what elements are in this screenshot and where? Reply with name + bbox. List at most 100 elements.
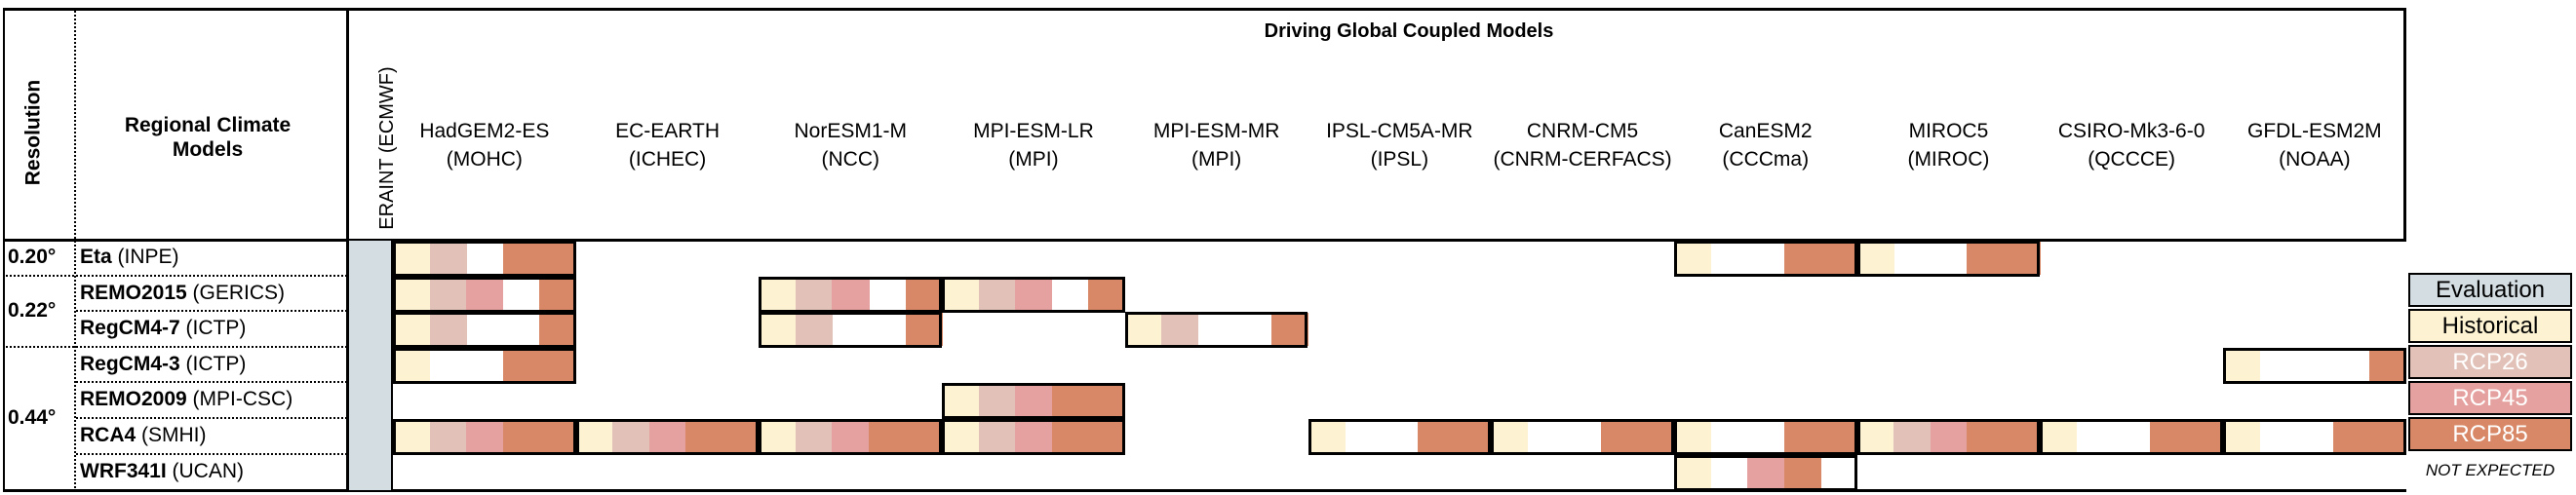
rcm-row-separator <box>76 310 347 313</box>
rcm-label: RegCM4-7 (ICTP) <box>80 318 246 338</box>
rcm-column-separator <box>346 8 349 492</box>
scenario-cell <box>942 277 980 311</box>
scenario-cell <box>1161 313 1199 347</box>
scenario-cell <box>759 277 797 311</box>
rcm-label: Eta (INPE) <box>80 247 179 267</box>
scenario-cell <box>1270 313 1309 347</box>
scenario-cell <box>1051 384 1089 418</box>
rcm-name: Eta <box>80 246 112 268</box>
legend-item: NOT EXPECTED <box>2408 453 2572 487</box>
gcm-name: NorESM1-M <box>794 120 908 142</box>
legend-item: RCP26 <box>2408 345 2572 379</box>
scenario-cell <box>795 313 834 347</box>
resolution-separator <box>3 274 74 277</box>
scenario-cell <box>832 277 870 311</box>
eraint-header: ERAINT (ECMWF) <box>376 66 398 230</box>
rcm-row-separator <box>76 345 347 348</box>
scenario-cell <box>612 420 650 453</box>
rcm-row-separator <box>76 452 347 455</box>
scenario-cell <box>2369 348 2407 382</box>
evaluation-cell <box>349 312 391 348</box>
resolution-column-separator <box>74 8 76 492</box>
gcm-institution: (MPI) <box>1190 148 1242 171</box>
rcm-name: REMO2009 <box>80 388 187 411</box>
legend-label: RCP45 <box>2452 384 2528 411</box>
eraint-right-border <box>391 239 393 492</box>
evaluation-cell <box>349 276 391 313</box>
rcm-name: REMO2015 <box>80 281 187 304</box>
scenario-cell <box>1088 420 1126 453</box>
scenario-cell <box>978 277 1016 311</box>
evaluation-cell <box>349 241 391 277</box>
scenario-cell <box>1856 242 1894 275</box>
scenario-cell <box>429 242 467 275</box>
rcm-institution: (GERICS) <box>186 281 286 304</box>
scenario-cell <box>1820 242 1858 275</box>
scenario-cell <box>832 420 870 453</box>
gcm-institution: (MOHC) <box>446 148 523 171</box>
rcm-label: RCA4 (SMHI) <box>80 425 207 445</box>
scenario-cell <box>466 420 504 453</box>
scenario-cell <box>1893 420 1932 453</box>
scenario-cell <box>759 313 797 347</box>
legend-item: RCP45 <box>2408 381 2572 415</box>
scenario-cell <box>2003 420 2041 453</box>
scenario-cell <box>539 277 577 311</box>
scenario-cell <box>2332 420 2370 453</box>
scenario-cell <box>539 420 577 453</box>
gcm-name: EC-EARTH <box>615 120 721 142</box>
resolution-header: Resolution <box>21 79 45 186</box>
outer-top-border <box>3 8 2406 11</box>
gcm-name: GFDL-ESM2M <box>2247 120 2382 142</box>
scenario-cell <box>1454 420 1492 453</box>
gcm-institution: (QCCCE) <box>2088 148 2176 171</box>
resolution-label: 0.44° <box>8 406 57 429</box>
gcm-institution: (CCCma) <box>1722 148 1810 171</box>
resolution-label: 0.22° <box>8 299 57 323</box>
gcm-institution: (ICHEC) <box>628 148 707 171</box>
gcm-name: HadGEM2-ES <box>419 120 550 142</box>
rcm-name: RegCM4-3 <box>80 352 180 375</box>
scenario-cell <box>759 420 797 453</box>
scenario-cell <box>722 420 760 453</box>
gcm-institution: (MIROC) <box>1907 148 1990 171</box>
gcm-name: CSIRO-Mk3-6-0 <box>2057 120 2205 142</box>
gcm-institution: (IPSL) <box>1370 148 1429 171</box>
scenario-cell <box>429 313 467 347</box>
scenario-cell <box>1783 455 1821 489</box>
gcm-institution: (CNRM-CERFACS) <box>1493 148 1672 171</box>
scenario-cell <box>393 242 431 275</box>
scenario-cell <box>2003 242 2041 275</box>
scenario-cell <box>1124 313 1162 347</box>
scenario-cell <box>685 420 723 453</box>
scenario-cell <box>1783 420 1821 453</box>
scenario-cell <box>393 420 431 453</box>
gcm-name: IPSL-CM5A-MR <box>1326 120 1473 142</box>
rcm-name: RegCM4-7 <box>80 317 180 340</box>
scenario-cell <box>393 348 431 382</box>
scenario-cell <box>539 348 577 382</box>
scenario-cell <box>1673 455 1712 489</box>
legend-label: Evaluation <box>2435 276 2546 303</box>
legend-label: RCP85 <box>2452 420 2528 447</box>
legend-item: RCP85 <box>2408 417 2572 451</box>
scenario-cell <box>1820 420 1858 453</box>
rcm-label: REMO2015 (GERICS) <box>80 283 285 303</box>
resolution-label: 0.20° <box>8 246 57 269</box>
evaluation-cell <box>349 454 391 491</box>
scenario-cell <box>1088 277 1126 311</box>
scenario-cell <box>1308 420 1346 453</box>
scenario-cell <box>502 348 540 382</box>
scenario-cell <box>978 384 1016 418</box>
scenario-cell <box>1856 420 1894 453</box>
scenario-cell <box>429 420 467 453</box>
rcm-institution: (MPI-CSC) <box>186 388 293 411</box>
gcm-name: MIROC5 <box>1908 120 1989 142</box>
scenario-cell <box>1600 420 1638 453</box>
legend-label: Historical <box>2441 312 2539 339</box>
scenario-cell <box>1637 420 1675 453</box>
scenario-cell <box>1015 277 1053 311</box>
scenario-cell <box>539 242 577 275</box>
legend-item: Evaluation <box>2408 273 2572 307</box>
